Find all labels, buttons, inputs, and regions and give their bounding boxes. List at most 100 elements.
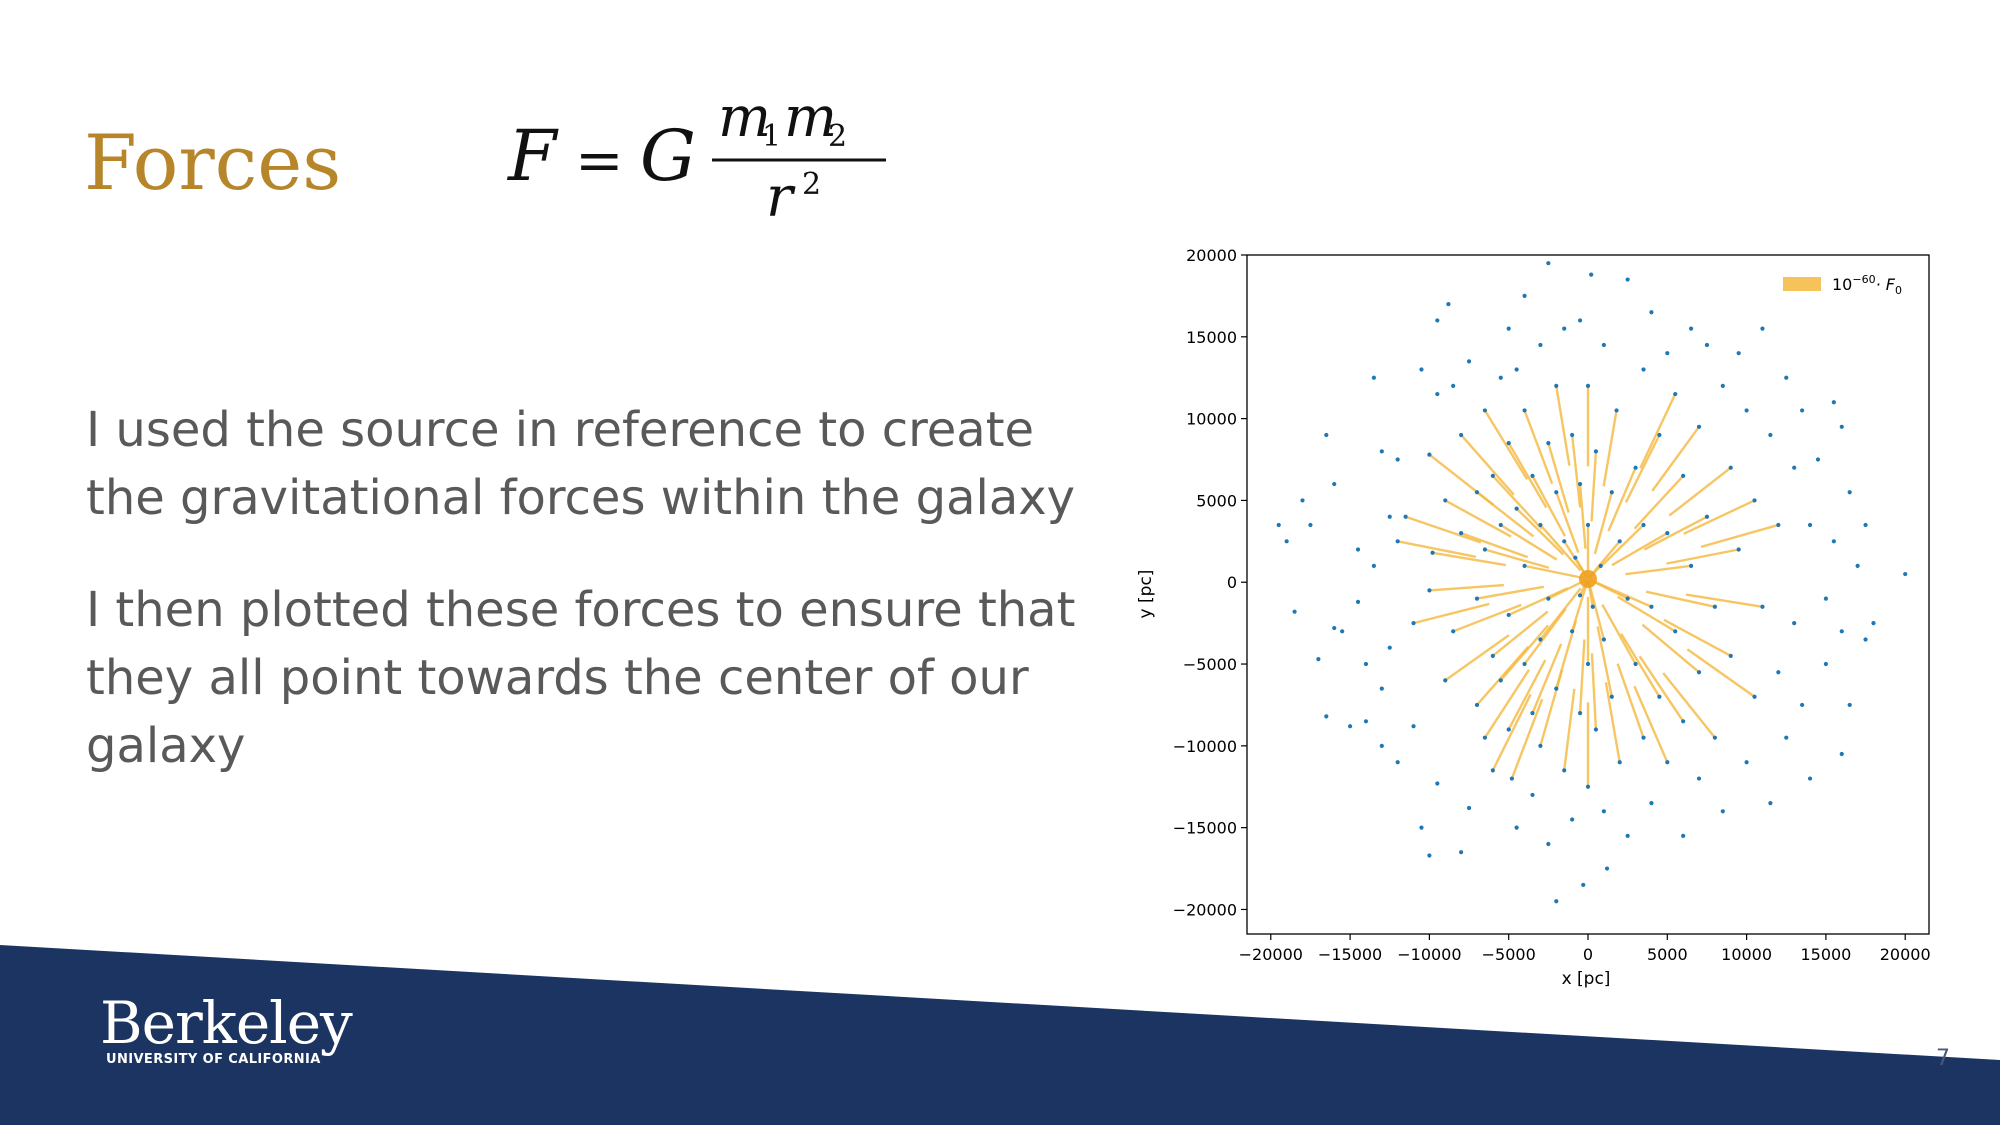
star-point — [1839, 424, 1844, 429]
force-vector — [1593, 491, 1613, 555]
force-vector — [1616, 663, 1645, 739]
star-point — [1387, 645, 1392, 650]
star-point — [1577, 711, 1583, 716]
star-point — [1752, 694, 1757, 699]
force-vector — [1499, 624, 1550, 682]
star-point — [1570, 817, 1575, 822]
star-point — [1720, 809, 1725, 814]
force-vector — [1616, 595, 1676, 633]
star-point — [1474, 490, 1480, 495]
star-point — [1673, 391, 1678, 397]
x-tick-label: 20000 — [1880, 945, 1931, 964]
star-point — [1562, 768, 1567, 773]
star-point — [1474, 702, 1480, 708]
force-vector — [1405, 515, 1482, 544]
force-vector — [1590, 653, 1598, 730]
star-point — [1276, 522, 1281, 528]
star-point — [1395, 539, 1400, 544]
star-point — [1665, 531, 1670, 536]
star-point — [1839, 751, 1844, 757]
star-point — [1704, 514, 1710, 519]
formula-m2: m — [784, 88, 837, 150]
star-point — [1712, 604, 1717, 609]
star-point — [1649, 604, 1654, 609]
star-point — [1530, 792, 1535, 798]
legend-label-base: 10 — [1832, 275, 1852, 294]
star-point — [1776, 522, 1781, 528]
force-vector — [1531, 475, 1566, 537]
star-points — [1276, 261, 1908, 904]
x-tick-label: −10000 — [1397, 945, 1461, 964]
x-tick-label: 5000 — [1647, 945, 1688, 964]
star-point — [1657, 432, 1662, 438]
force-vector — [1507, 442, 1548, 509]
force-vectors — [1397, 385, 1779, 787]
formula-g: G — [640, 115, 696, 197]
star-point — [1332, 481, 1337, 487]
star-point — [1546, 596, 1551, 601]
star-point — [1411, 621, 1416, 626]
star-point — [1363, 661, 1369, 667]
force-vector — [1625, 564, 1692, 576]
force-vector — [1491, 693, 1532, 771]
x-tick-label: 15000 — [1800, 945, 1851, 964]
star-point — [1800, 408, 1805, 413]
force-vector — [1668, 466, 1732, 517]
x-tick-label: 10000 — [1721, 945, 1772, 964]
force-vector — [1645, 590, 1716, 608]
star-point — [1459, 432, 1464, 438]
star-point — [1514, 825, 1519, 830]
star-point — [1704, 342, 1710, 348]
star-point — [1482, 408, 1488, 413]
y-tick-label: 10000 — [1186, 410, 1237, 429]
force-vector — [1641, 623, 1700, 674]
force-vector — [1620, 633, 1661, 698]
star-point — [1681, 719, 1686, 724]
star-point — [1546, 841, 1551, 847]
star-point — [1585, 661, 1591, 667]
force-vector — [1666, 548, 1739, 565]
force-vector — [1602, 410, 1618, 487]
star-point — [1696, 670, 1702, 675]
star-point — [1728, 653, 1733, 658]
star-point — [1403, 514, 1408, 519]
star-point — [1665, 351, 1670, 356]
star-point — [1577, 481, 1583, 487]
star-point — [1387, 514, 1392, 519]
star-point — [1601, 809, 1606, 814]
force-vector — [1523, 608, 1567, 665]
x-axis-label: x [pc] — [1562, 969, 1611, 989]
force-vector — [1633, 685, 1669, 763]
star-point — [1324, 432, 1329, 438]
force-vector — [1555, 385, 1571, 466]
star-point — [1807, 776, 1813, 781]
star-point — [1509, 776, 1514, 781]
star-point — [1681, 833, 1686, 838]
star-point — [1308, 522, 1313, 528]
svg-text:10−60· F0: 10−60· F0 — [1832, 273, 1902, 297]
star-point — [1435, 318, 1440, 323]
y-axis-ticks: −20000 −15000 −10000 −5000 0 5000 10000 15000 20… — [1173, 246, 1247, 919]
star-point — [1792, 621, 1797, 626]
star-point — [1446, 301, 1451, 307]
star-point — [1363, 719, 1369, 724]
star-point — [1688, 563, 1694, 568]
formula-m1: m — [718, 88, 771, 150]
force-vector — [1643, 515, 1708, 551]
force-vector — [1510, 698, 1544, 779]
force-vector — [1531, 643, 1563, 714]
formula-f: F — [506, 115, 559, 197]
x-tick-label: −20000 — [1239, 945, 1303, 964]
star-point — [1514, 367, 1519, 372]
star-point — [1792, 465, 1797, 470]
star-point — [1498, 522, 1503, 528]
force-vector — [1460, 434, 1515, 496]
star-point — [1459, 531, 1464, 536]
star-point — [1451, 383, 1456, 388]
force-vector — [1555, 491, 1580, 554]
x-axis-ticks: −20000 −15000 −10000 −5000 0 5000 10000 15000 20… — [1239, 934, 1931, 964]
star-point — [1617, 539, 1622, 544]
legend-swatch — [1783, 277, 1821, 291]
star-point — [1863, 637, 1868, 642]
